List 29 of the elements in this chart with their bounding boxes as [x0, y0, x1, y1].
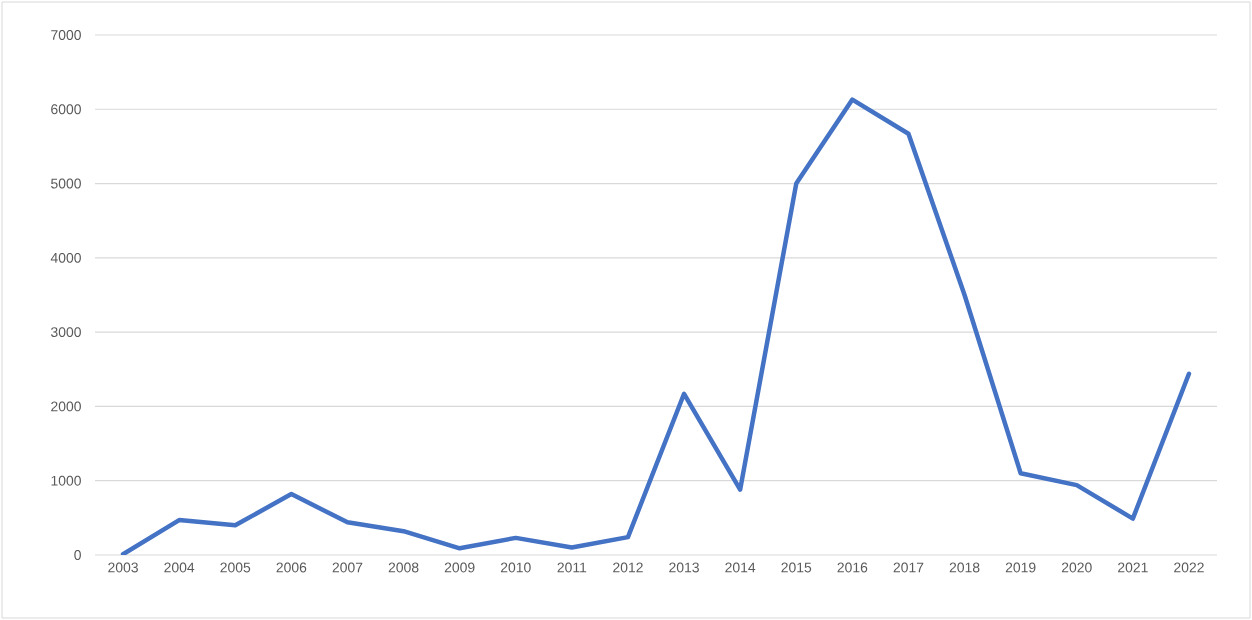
y-tick-label: 7000 — [51, 30, 81, 40]
y-tick-label: 2000 — [51, 401, 81, 412]
x-tick-label: 2010 — [500, 562, 531, 573]
y-tick-label: 4000 — [50, 252, 81, 263]
x-tick-label: 2021 — [1118, 562, 1148, 573]
y-tick-label: 3000 — [50, 327, 81, 338]
x-tick-label: 2015 — [781, 562, 812, 573]
x-tick-label: 2020 — [1061, 562, 1092, 573]
x-tick-label: 2012 — [613, 562, 643, 573]
y-tick-label: 1000 — [51, 475, 81, 486]
x-tick-label: 2022 — [1174, 562, 1204, 573]
line-series — [120, 97, 1192, 555]
x-tick-label: 2019 — [1005, 562, 1036, 573]
x-tick-label: 2017 — [893, 562, 924, 573]
x-tick-label: 2014 — [725, 562, 756, 573]
x-tick-label: 2004 — [164, 562, 195, 573]
x-tick-label: 2013 — [669, 562, 699, 573]
y-tick-label: 0 — [74, 550, 81, 560]
x-tick-label: 2008 — [388, 562, 419, 573]
x-tick-label: 2005 — [220, 562, 251, 573]
x-tick-label: 2016 — [837, 562, 868, 573]
x-tick-label: 2009 — [444, 562, 475, 573]
x-tick-label: 2003 — [108, 562, 138, 573]
x-tick-label: 2006 — [276, 562, 307, 573]
y-tick-label: 5000 — [51, 178, 81, 189]
x-tick-label: 2007 — [332, 562, 363, 573]
y-tick-label: 6000 — [51, 104, 81, 115]
x-tick-label: 2018 — [949, 562, 980, 573]
x-tick-label: 2011 — [557, 562, 587, 573]
